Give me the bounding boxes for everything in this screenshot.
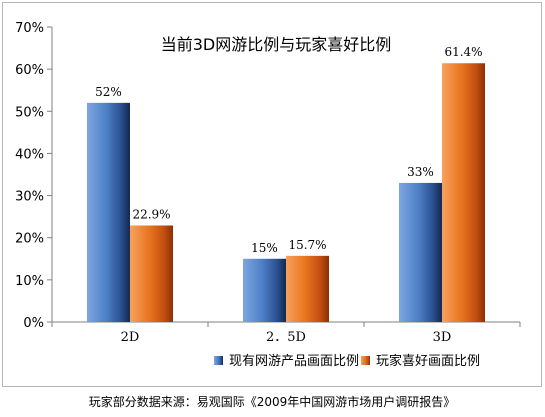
legend-swatch-series-2 <box>361 356 370 365</box>
y-tick-label: 50% <box>15 105 44 120</box>
y-tick-label: 40% <box>15 147 44 162</box>
y-ticks: 0% 10% 20% 30% 40% 50% 60% 70% <box>15 21 52 331</box>
y-tick-label: 0% <box>23 316 44 331</box>
source-note: 玩家部分数据来源：易观国际《2009年中国网游市场用户调研报告》 <box>89 394 456 409</box>
x-tick-label: 2．5D <box>266 330 306 345</box>
bar-labels: 52% 22.9% 15% 15.7% 33% 61.4% <box>95 45 482 255</box>
x-tick-label: 2D <box>121 330 140 345</box>
data-label: 15% <box>251 241 278 255</box>
legend: 现有网游产品画面比例 玩家喜好画面比例 <box>214 353 480 369</box>
chart-title: 当前3D网游比例与玩家喜好比例 <box>161 35 392 54</box>
bar-preferred-1 <box>130 225 173 322</box>
legend-label-series-1: 现有网游产品画面比例 <box>229 354 359 369</box>
legend-swatch-series-1 <box>214 356 223 365</box>
bar-preferred-3 <box>442 63 485 322</box>
data-label: 22.9% <box>132 207 170 221</box>
bar-current-1 <box>87 102 130 322</box>
x-ticks: 2D 2．5D 3D <box>51 322 521 345</box>
y-tick-label: 30% <box>15 190 44 205</box>
y-tick-label: 10% <box>15 274 44 289</box>
legend-label-series-2: 玩家喜好画面比例 <box>376 353 480 369</box>
data-label: 33% <box>407 165 434 179</box>
bars <box>87 63 485 322</box>
data-label: 61.4% <box>444 45 482 59</box>
y-tick-label: 70% <box>15 21 44 36</box>
bar-current-3 <box>399 182 442 322</box>
data-label: 15.7% <box>288 238 326 252</box>
x-tick-label: 3D <box>433 330 452 345</box>
bar-current-2 <box>243 258 286 322</box>
data-label: 52% <box>95 85 122 99</box>
y-tick-label: 20% <box>15 232 44 247</box>
y-tick-label: 60% <box>15 63 44 78</box>
bar-preferred-2 <box>286 255 329 322</box>
